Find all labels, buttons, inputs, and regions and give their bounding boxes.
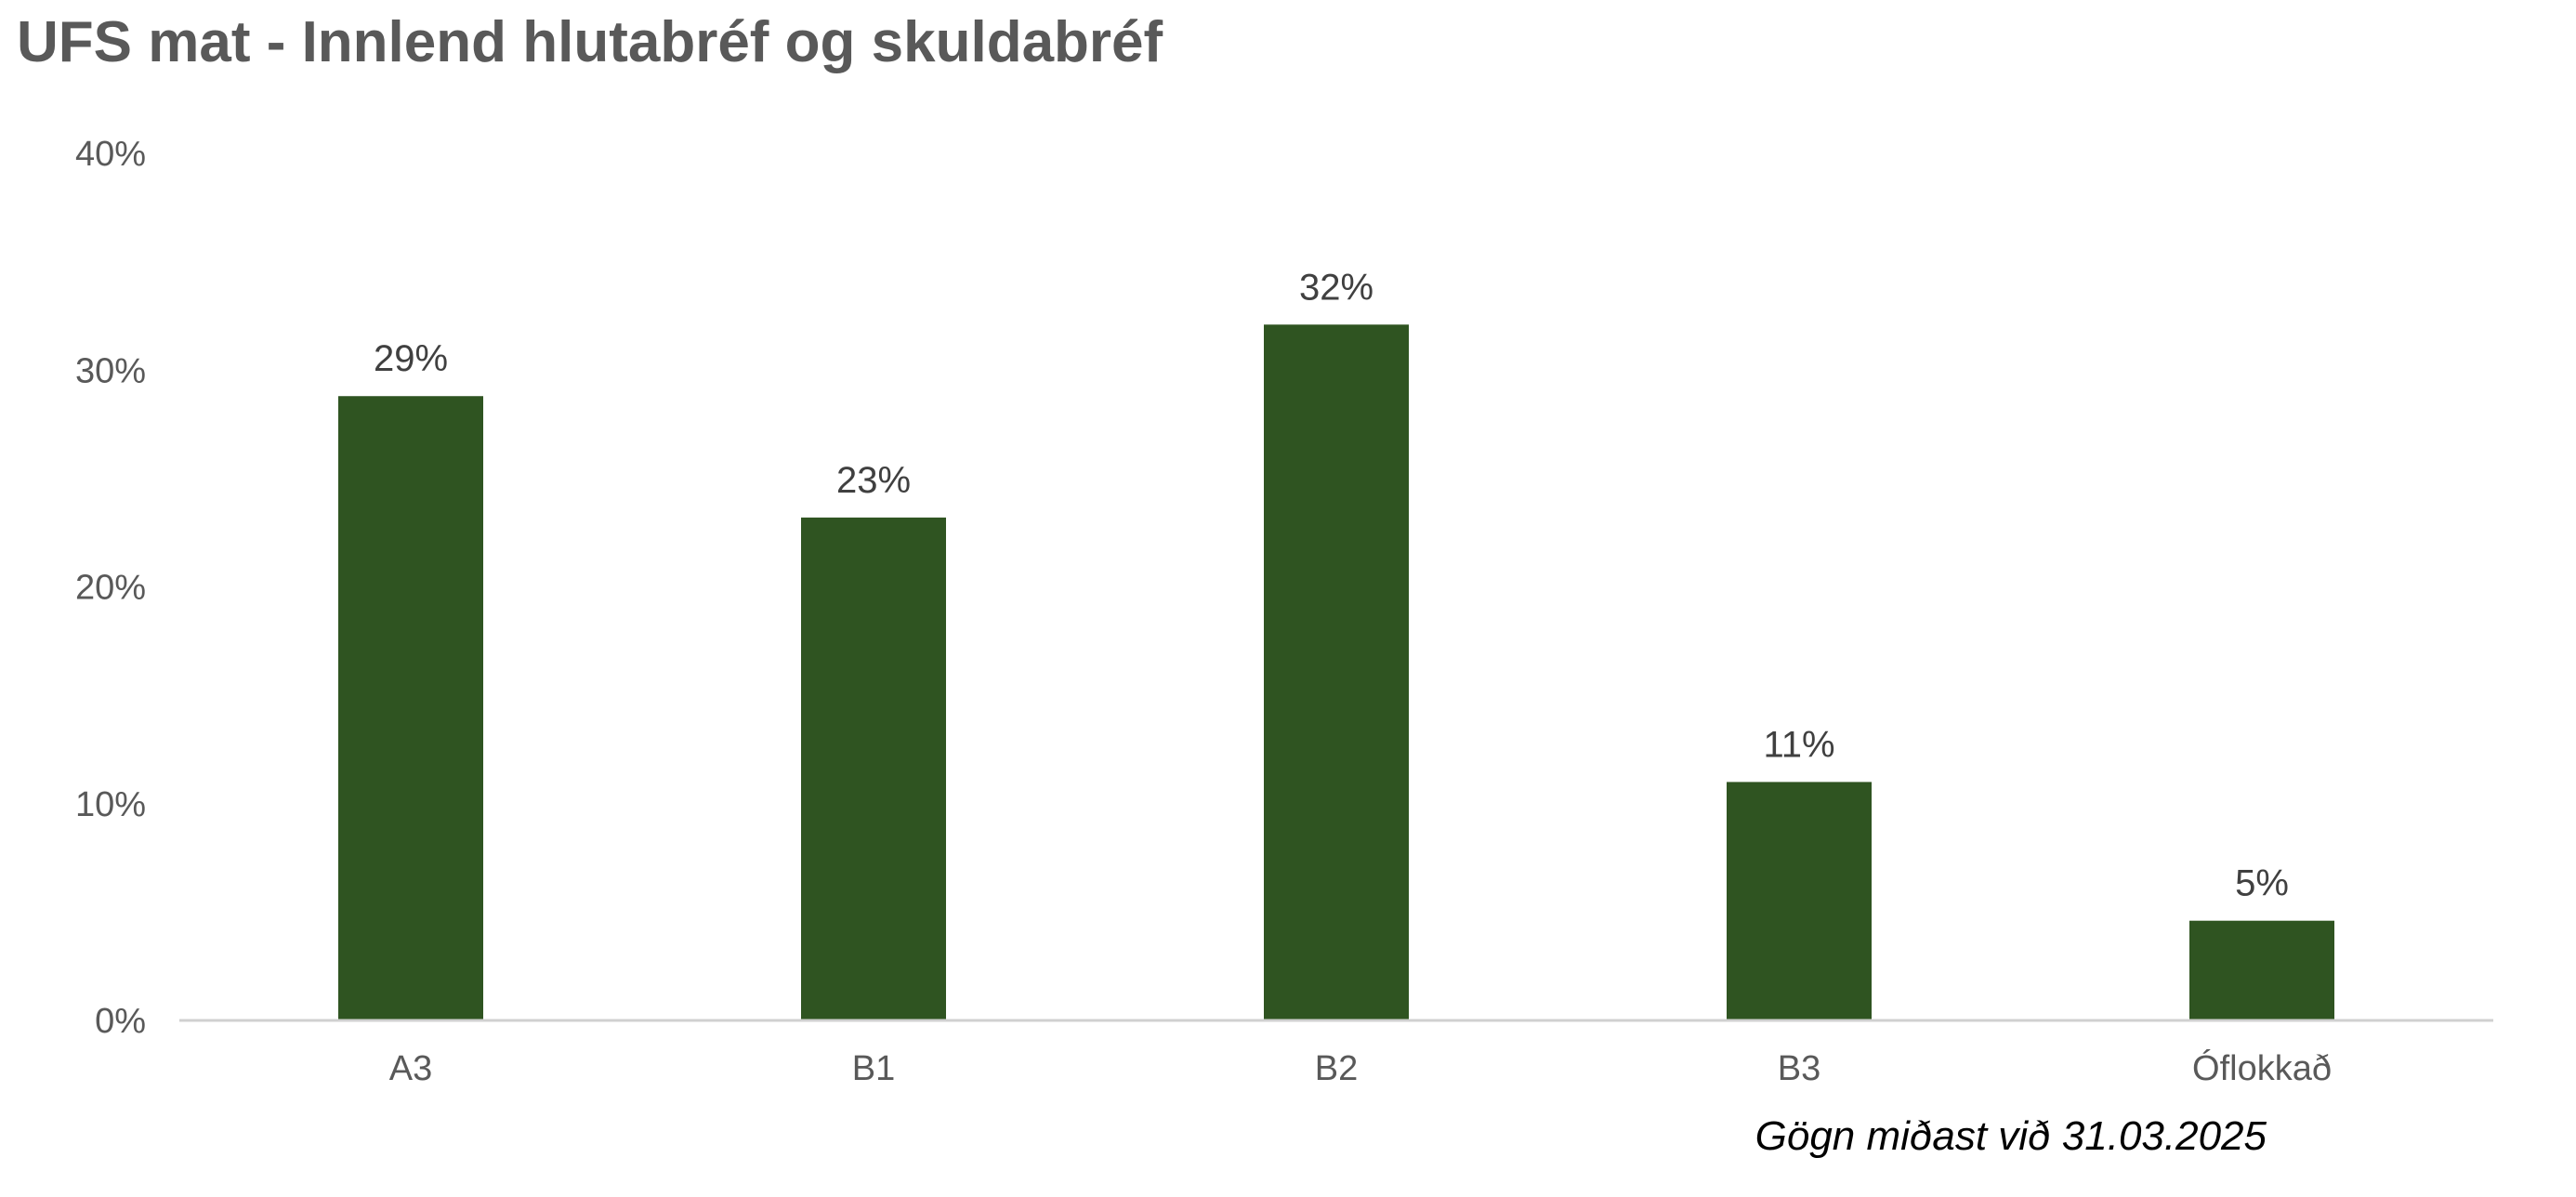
data-label: 23% (836, 460, 911, 501)
data-labels: 29% 23% 32% 11% 5% (374, 267, 2289, 903)
y-tick-label: 40% (75, 135, 146, 174)
bars (338, 324, 2334, 1021)
bar-4 (1727, 782, 1872, 1020)
x-tick-label: B2 (1315, 1049, 1358, 1088)
bar-3 (1264, 324, 1409, 1021)
data-label: 11% (1763, 724, 1834, 765)
x-tick-label: Óflokkað (2192, 1048, 2332, 1088)
y-tick-label: 10% (75, 785, 146, 824)
bar-5 (2189, 920, 2334, 1020)
data-label: 5% (2235, 863, 2289, 904)
y-tick-label: 30% (75, 351, 146, 390)
data-date-note: Gögn miðast við 31.03.2025 (1755, 1113, 2267, 1159)
x-axis: A3 B1 B2 B3 Óflokkað (179, 1019, 2493, 1088)
x-tick-label: B1 (852, 1049, 895, 1088)
data-label: 32% (1299, 267, 1373, 308)
chart-title: UFS mat - Innlend hlutabréf og skuldabré… (17, 10, 1163, 74)
bar-1 (338, 396, 483, 1020)
bar-2 (801, 517, 946, 1020)
data-label: 29% (374, 338, 448, 379)
y-axis: 0% 10% 20% 30% 40% (75, 135, 146, 1041)
y-tick-label: 0% (95, 1002, 146, 1041)
x-tick-label: B3 (1778, 1049, 1820, 1088)
y-tick-label: 20% (75, 569, 146, 608)
x-tick-label: A3 (389, 1049, 432, 1088)
